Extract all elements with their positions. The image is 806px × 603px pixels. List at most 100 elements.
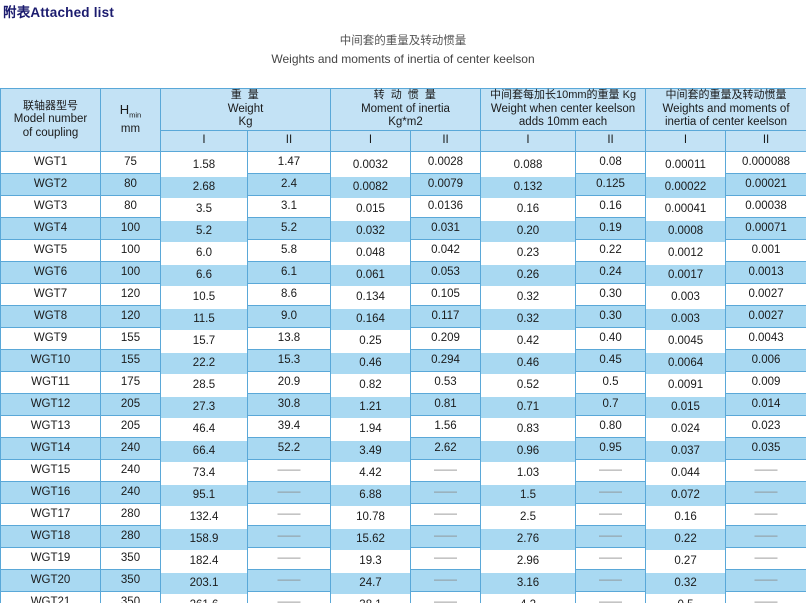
cell-center-keelson-ii: 0.014 bbox=[725, 392, 806, 416]
table-row: WGT17 280 132.4 —— 10.78 —— 2.5 —— 0.16 —— bbox=[0, 502, 806, 529]
cell-per-10mm-i: 1.5 bbox=[480, 483, 577, 507]
cell-inertia-i: 0.0032 bbox=[330, 153, 411, 177]
cell-per-10mm-ii: 0.80 bbox=[575, 414, 647, 438]
header-hmin-subscript: min bbox=[129, 110, 142, 120]
cell-per-10mm-ii: 0.125 bbox=[575, 172, 647, 196]
cell-model-number: WGT15 bbox=[0, 458, 101, 482]
cell-inertia-ii: 0.031 bbox=[409, 216, 482, 240]
table-row: WGT16 240 95.1 —— 6.88 —— 1.5 —— 0.072 —— bbox=[0, 480, 806, 507]
table-row: WGT14 240 66.4 52.2 3.49 2.62 0.96 0.95 0.037 0.0… bbox=[0, 436, 806, 463]
cell-center-keelson-ii: 0.00038 bbox=[725, 194, 806, 218]
not-applicable-dash: —— bbox=[434, 595, 457, 603]
table-row: WGT5 100 6.0 5.8 0.048 0.042 0.23 0.22 0.0012 0.0… bbox=[0, 238, 806, 265]
cell-weight-i: 66.4 bbox=[160, 439, 248, 463]
header-model-en-2: of coupling bbox=[22, 126, 79, 139]
cell-hmin-value: 155 bbox=[100, 326, 161, 350]
cell-per-10mm-ii: 0.45 bbox=[575, 348, 647, 372]
cell-weight-i: 95.1 bbox=[160, 483, 248, 507]
cell-hmin-value: 280 bbox=[100, 524, 161, 548]
not-applicable-dash: —— bbox=[754, 551, 778, 564]
header-inertia-unit: Kg*m2 bbox=[388, 116, 423, 128]
cell-model-number: WGT16 bbox=[0, 480, 101, 504]
cell-model-number: WGT20 bbox=[0, 568, 101, 592]
cell-per-10mm-ii: 0.19 bbox=[575, 216, 647, 240]
cell-model-number: WGT6 bbox=[0, 260, 101, 284]
cell-per-10mm-ii: 0.30 bbox=[575, 282, 647, 306]
subheader-center-i: I bbox=[645, 129, 727, 152]
cell-inertia-i: 0.048 bbox=[330, 241, 411, 265]
cell-per-10mm-i: 0.83 bbox=[480, 417, 577, 441]
header-inertia-en: Moment of inertia bbox=[361, 102, 450, 115]
not-applicable-dash: —— bbox=[599, 551, 623, 564]
cell-hmin-value: 350 bbox=[100, 546, 161, 570]
cell-hmin-value: 205 bbox=[100, 392, 161, 416]
not-applicable-dash: —— bbox=[434, 463, 457, 476]
cell-center-keelson-ii: 0.035 bbox=[725, 436, 806, 460]
not-applicable-dash: —— bbox=[434, 485, 457, 498]
cell-per-10mm-ii: 0.95 bbox=[575, 436, 647, 460]
cell-weight-ii: —— bbox=[247, 568, 331, 592]
cell-model-number: WGT13 bbox=[0, 414, 101, 438]
cell-inertia-i: 1.94 bbox=[330, 417, 411, 441]
table-row: WGT13 205 46.4 39.4 1.94 1.56 0.83 0.80 0.024 0.0… bbox=[0, 414, 806, 441]
cell-per-10mm-i: 0.71 bbox=[480, 395, 577, 419]
header-center-en-2: inertia of center keelson bbox=[664, 116, 788, 128]
not-applicable-dash: —— bbox=[599, 573, 623, 586]
cell-weight-ii: —— bbox=[247, 546, 331, 570]
cell-hmin-value: 100 bbox=[100, 260, 161, 284]
not-applicable-dash: —— bbox=[434, 573, 457, 586]
cell-per-10mm-ii: 0.24 bbox=[575, 260, 647, 284]
cell-weight-ii: 9.0 bbox=[247, 304, 331, 328]
cell-weight-i: 15.7 bbox=[160, 329, 248, 353]
cell-center-keelson-ii: —— bbox=[725, 568, 806, 592]
cell-inertia-i: 0.0082 bbox=[330, 175, 411, 199]
cell-inertia-ii: —— bbox=[409, 480, 482, 504]
cell-per-10mm-ii: 0.08 bbox=[575, 150, 647, 174]
cell-weight-ii: —— bbox=[247, 458, 331, 482]
cell-inertia-i: 3.49 bbox=[330, 439, 411, 463]
cell-inertia-ii: —— bbox=[409, 502, 482, 526]
cell-center-keelson-ii: 0.0013 bbox=[725, 260, 806, 284]
cell-inertia-i: 0.061 bbox=[330, 263, 411, 287]
header-center-keelson: 中间套的重量及转动惯量 Weights and moments of inert… bbox=[645, 88, 806, 131]
cell-weight-i: 261.6 bbox=[160, 593, 248, 603]
cell-hmin-value: 120 bbox=[100, 282, 161, 306]
cell-per-10mm-ii: —— bbox=[575, 590, 647, 603]
cell-per-10mm-i: 0.46 bbox=[480, 351, 577, 375]
header-weight-en: Weight bbox=[227, 102, 264, 115]
table-row: WGT11 175 28.5 20.9 0.82 0.53 0.52 0.5 0.0091 0.0… bbox=[0, 370, 806, 397]
cell-model-number: WGT11 bbox=[0, 370, 101, 394]
header-weight: 重 量 Weight Kg bbox=[160, 88, 331, 131]
cell-center-keelson-i: 0.044 bbox=[645, 461, 727, 485]
cell-weight-i: 27.3 bbox=[160, 395, 248, 419]
cell-per-10mm-ii: —— bbox=[575, 524, 647, 548]
subheader-inertia-ii: II bbox=[409, 129, 482, 152]
not-applicable-dash: —— bbox=[599, 507, 623, 520]
subheader-weight-i: I bbox=[160, 129, 248, 152]
cell-inertia-i: 0.032 bbox=[330, 219, 411, 243]
cell-center-keelson-i: 0.024 bbox=[645, 417, 727, 441]
cell-model-number: WGT3 bbox=[0, 194, 101, 218]
cell-per-10mm-ii: 0.5 bbox=[575, 370, 647, 394]
cell-inertia-i: 19.3 bbox=[330, 549, 411, 573]
cell-inertia-i: 1.21 bbox=[330, 395, 411, 419]
cell-center-keelson-i: 0.5 bbox=[645, 593, 727, 603]
cell-weight-ii: —— bbox=[247, 502, 331, 526]
table-row: WGT1 75 1.58 1.47 0.0032 0.0028 0.088 0.08 0.000… bbox=[0, 150, 806, 177]
cell-inertia-i: 38.1 bbox=[330, 593, 411, 603]
cell-weight-ii: 13.8 bbox=[247, 326, 331, 350]
cell-center-keelson-ii: 0.006 bbox=[725, 348, 806, 372]
subheader-per10-ii: II bbox=[575, 129, 647, 152]
cell-weight-ii: 8.6 bbox=[247, 282, 331, 306]
cell-weight-ii: 15.3 bbox=[247, 348, 331, 372]
cell-weight-i: 182.4 bbox=[160, 549, 248, 573]
subheader-inertia-i: I bbox=[330, 129, 411, 152]
header-weight-per-10mm: 中间套每加长10mm的重量 Kg Weight when center keel… bbox=[480, 88, 647, 131]
table-row: WGT9 155 15.7 13.8 0.25 0.209 0.42 0.40 0.0045 0.… bbox=[0, 326, 806, 353]
cell-inertia-ii: 0.0079 bbox=[409, 172, 482, 196]
cell-center-keelson-ii: 0.000088 bbox=[725, 150, 806, 174]
cell-hmin-value: 350 bbox=[100, 568, 161, 592]
cell-per-10mm-i: 0.32 bbox=[480, 307, 577, 331]
header-model-number: 联轴器型号 Model number of coupling bbox=[0, 88, 101, 152]
cell-per-10mm-i: 0.96 bbox=[480, 439, 577, 463]
